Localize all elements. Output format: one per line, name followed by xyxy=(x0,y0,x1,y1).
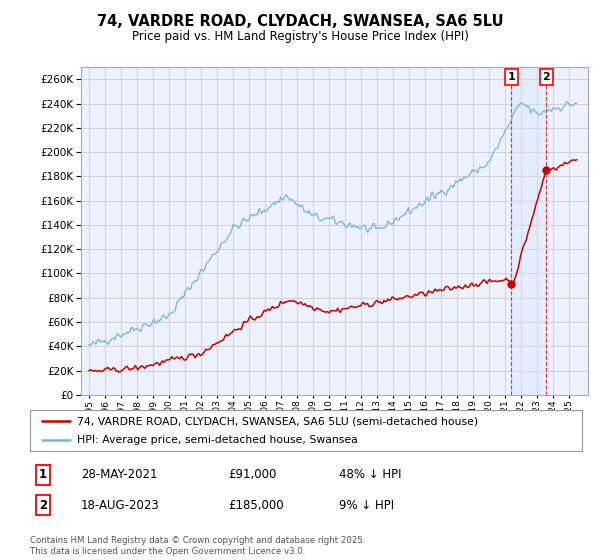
Text: 28-MAY-2021: 28-MAY-2021 xyxy=(81,468,157,482)
Text: Price paid vs. HM Land Registry's House Price Index (HPI): Price paid vs. HM Land Registry's House … xyxy=(131,30,469,43)
Text: Contains HM Land Registry data © Crown copyright and database right 2025.
This d: Contains HM Land Registry data © Crown c… xyxy=(30,536,365,556)
Text: 1: 1 xyxy=(39,468,47,482)
Text: 2: 2 xyxy=(542,72,550,82)
Text: 9% ↓ HPI: 9% ↓ HPI xyxy=(339,498,394,512)
Text: £91,000: £91,000 xyxy=(228,468,277,482)
Text: 2: 2 xyxy=(39,498,47,512)
Text: 18-AUG-2023: 18-AUG-2023 xyxy=(81,498,160,512)
Bar xyxy=(511,67,547,395)
Text: £185,000: £185,000 xyxy=(228,498,284,512)
Text: 74, VARDRE ROAD, CLYDACH, SWANSEA, SA6 5LU (semi-detached house): 74, VARDRE ROAD, CLYDACH, SWANSEA, SA6 5… xyxy=(77,417,478,426)
Text: 1: 1 xyxy=(508,72,515,82)
Text: 48% ↓ HPI: 48% ↓ HPI xyxy=(339,468,401,482)
Text: 74, VARDRE ROAD, CLYDACH, SWANSEA, SA6 5LU: 74, VARDRE ROAD, CLYDACH, SWANSEA, SA6 5… xyxy=(97,14,503,29)
Text: HPI: Average price, semi-detached house, Swansea: HPI: Average price, semi-detached house,… xyxy=(77,435,358,445)
